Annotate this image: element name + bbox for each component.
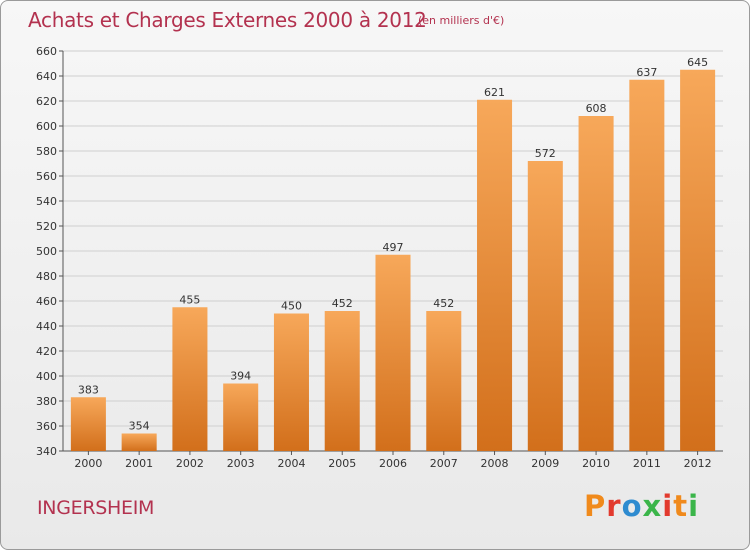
bars	[70, 69, 716, 451]
x-tick-label: 2009	[531, 457, 559, 470]
bar	[426, 311, 462, 451]
data-label: 452	[433, 297, 454, 310]
y-tick-label: 540	[36, 195, 57, 208]
y-tick-label: 480	[36, 270, 57, 283]
y-tick-label: 440	[36, 320, 57, 333]
logo-letter: P	[584, 489, 607, 523]
logo-letter: x	[642, 489, 663, 523]
bar	[680, 69, 716, 451]
y-tick-label: 380	[36, 395, 57, 408]
data-label: 450	[281, 300, 302, 313]
y-tick-label: 660	[36, 45, 57, 58]
y-tick-label: 500	[36, 245, 57, 258]
data-label: 608	[586, 102, 607, 115]
y-tick-label: 640	[36, 70, 57, 83]
data-label: 621	[484, 86, 505, 99]
x-tick-label: 2001	[125, 457, 153, 470]
data-label: 354	[129, 420, 150, 433]
x-tick-label: 2007	[430, 457, 458, 470]
bar	[273, 313, 309, 451]
y-tick-label: 460	[36, 295, 57, 308]
bar	[375, 254, 411, 451]
bar	[527, 161, 563, 451]
logo-letter: o	[621, 489, 643, 523]
data-label: 452	[332, 297, 353, 310]
data-label: 572	[535, 147, 556, 160]
x-tick-label: 2000	[74, 457, 102, 470]
bar	[324, 311, 360, 451]
x-tick-label: 2005	[328, 457, 356, 470]
y-tick-label: 420	[36, 345, 57, 358]
bar	[477, 99, 513, 451]
logo-letter: i	[688, 489, 700, 523]
x-tick-label: 2012	[684, 457, 712, 470]
chart-title: Achats et Charges Externes 2000 à 2012	[28, 8, 427, 32]
y-tick-label: 580	[36, 145, 57, 158]
bar	[578, 116, 614, 451]
x-tick-label: 2004	[277, 457, 305, 470]
y-tick-label: 600	[36, 120, 57, 133]
data-label: 645	[687, 56, 708, 69]
commune-name: INGERSHEIM	[37, 497, 155, 519]
chart-subtitle: (en milliers d'€)	[418, 14, 505, 27]
x-tick-label: 2008	[481, 457, 509, 470]
data-label: 637	[636, 66, 657, 79]
x-tick-label: 2010	[582, 457, 610, 470]
proxiti-logo[interactable]: Proxiti	[584, 489, 699, 523]
y-tick-label: 560	[36, 170, 57, 183]
y-tick-label: 620	[36, 95, 57, 108]
logo-letter: i	[662, 489, 674, 523]
x-tick-label: 2003	[227, 457, 255, 470]
bar	[121, 433, 157, 451]
bar	[223, 383, 259, 451]
data-label: 394	[230, 370, 251, 383]
y-tick-label: 520	[36, 220, 57, 233]
bar	[629, 79, 665, 451]
logo-letter: t	[673, 489, 689, 523]
logo-letter: r	[606, 489, 622, 523]
y-tick-label: 360	[36, 420, 57, 433]
y-tick-label: 340	[36, 445, 57, 458]
x-tick-label: 2011	[633, 457, 661, 470]
x-tick-label: 2006	[379, 457, 407, 470]
data-label: 455	[179, 293, 200, 306]
bar	[172, 307, 208, 451]
data-label: 497	[383, 241, 404, 254]
data-label: 383	[78, 383, 99, 396]
x-tick-label: 2002	[176, 457, 204, 470]
data-labels: 383 354 455 394 450 452 497 452 621 572 608 637 645	[78, 56, 708, 433]
y-tick-label: 400	[36, 370, 57, 383]
bar	[70, 397, 106, 451]
